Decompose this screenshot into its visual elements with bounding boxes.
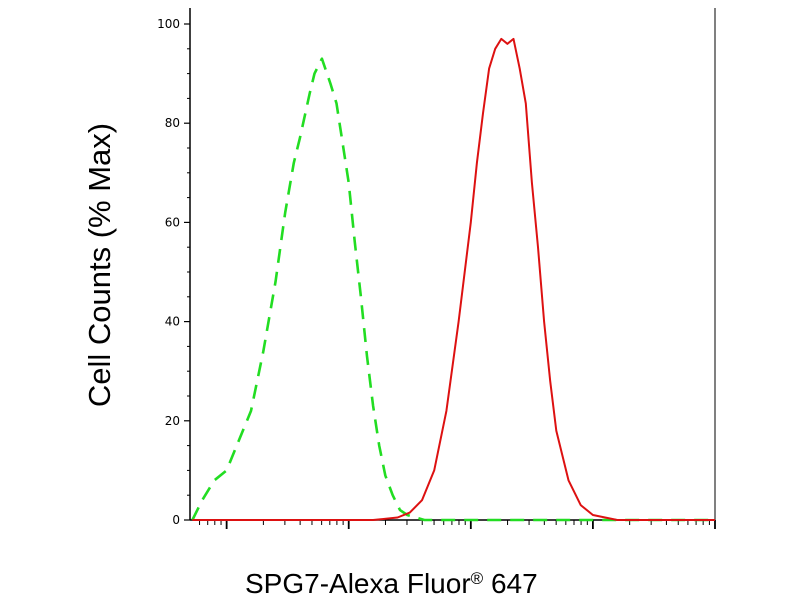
y-tick-label: 40: [165, 315, 180, 329]
y-axis-label: Cell Counts (% Max): [82, 123, 117, 407]
y-tick-label: 20: [165, 414, 180, 428]
x-axis-label-tail: 647: [483, 568, 538, 599]
y-tick-label: 0: [172, 513, 180, 527]
x-axis-label-registered: ®: [471, 569, 484, 588]
y-tick-label: 60: [165, 215, 180, 229]
series-group: [191, 37, 715, 522]
y-tick-label: 100: [157, 17, 180, 31]
x-ticks: [199, 520, 716, 529]
x-axis-label: SPG7-Alexa Fluor® 647: [245, 568, 538, 599]
axes: [189, 8, 716, 521]
series-line-sample: [192, 37, 715, 521]
y-ticks: 0 20 40 60 80 100: [157, 17, 190, 527]
series-line-control: [191, 57, 715, 522]
x-axis-label-main: SPG7-Alexa Fluor: [245, 568, 471, 599]
y-tick-label: 80: [165, 116, 180, 130]
